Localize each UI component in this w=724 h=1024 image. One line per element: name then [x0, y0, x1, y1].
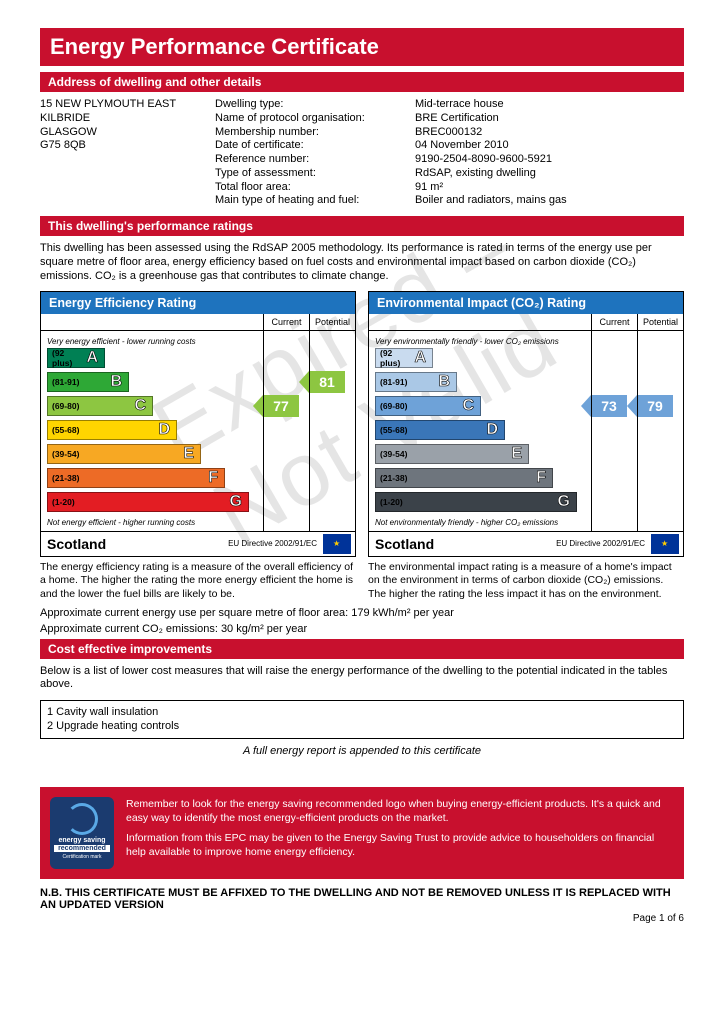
rating-band-G: (1-20)G	[375, 492, 577, 512]
eu-directive-label: EU Directive 2002/91/EC	[552, 538, 649, 551]
eir-chart: Environmental Impact (CO₂) Rating Curren…	[368, 291, 684, 557]
cost-intro-text: Below is a list of lower cost measures t…	[40, 665, 684, 693]
detail-label: Date of certificate:	[215, 139, 415, 153]
rating-band-E: (39-54)E	[375, 444, 529, 464]
rating-band-A: (92 plus)A	[375, 348, 433, 368]
rating-band-A: (92 plus)A	[47, 348, 105, 368]
rating-band-B: (81-91)B	[375, 372, 457, 392]
eir-bars-area: (92 plus)A (81-91)B (69-80)C (55-68)D (39-54…	[375, 348, 587, 516]
rating-arrow: 81	[309, 371, 345, 393]
eu-directive-label: EU Directive 2002/91/EC	[224, 538, 321, 551]
improvements-box: 1 Cavity wall insulation 2 Upgrade heati…	[40, 700, 684, 739]
column-header-potential: Potential	[637, 314, 683, 330]
eir-description: The environmental impact rating is a mea…	[368, 561, 684, 600]
energy-saving-trust-logo-icon: energy saving recommended Certification …	[50, 797, 114, 869]
energy-saving-logo-box: energy saving recommended Certification …	[40, 787, 684, 879]
nb-notice: N.B. THIS CERTIFICATE MUST BE AFFIXED TO…	[40, 887, 684, 911]
address-line: GLASGOW	[40, 126, 215, 140]
rating-band-G: (1-20)G	[47, 492, 249, 512]
country-label: Scotland	[41, 532, 224, 556]
column-header-current: Current	[591, 314, 637, 330]
eu-flag-icon	[323, 534, 351, 554]
address-line: KILBRIDE	[40, 112, 215, 126]
detail-value: RdSAP, existing dwelling	[415, 167, 684, 181]
ratings-section-banner: This dwelling's performance ratings	[40, 216, 684, 236]
detail-label: Membership number:	[215, 126, 415, 140]
rating-band-F: (21-38)F	[47, 468, 225, 488]
rating-band-B: (81-91)B	[47, 372, 129, 392]
eer-bars-area: (92 plus)A (81-91)B (69-80)C (55-68)D (39-54…	[47, 348, 259, 516]
rating-arrow: 79	[637, 395, 673, 417]
detail-label: Main type of heating and fuel:	[215, 194, 415, 208]
rating-band-C: (69-80)C	[375, 396, 481, 416]
improvement-item: 2 Upgrade heating controls	[47, 719, 677, 733]
page-number: Page 1 of 6	[40, 913, 684, 924]
rating-band-E: (39-54)E	[47, 444, 201, 464]
eer-description: The energy efficiency rating is a measur…	[40, 561, 356, 600]
eer-chart-title: Energy Efficiency Rating	[41, 292, 355, 314]
country-label: Scotland	[369, 532, 552, 556]
detail-value: BRE Certification	[415, 112, 684, 126]
column-header-current: Current	[263, 314, 309, 330]
detail-value: BREC000132	[415, 126, 684, 140]
detail-value: 04 November 2010	[415, 139, 684, 153]
detail-label: Total floor area:	[215, 181, 415, 195]
detail-value: 91 m²	[415, 181, 684, 195]
detail-label: Type of assessment:	[215, 167, 415, 181]
rating-arrow: 73	[591, 395, 627, 417]
detail-value: Boiler and radiators, mains gas	[415, 194, 684, 208]
appended-note: A full energy report is appended to this…	[40, 745, 684, 757]
rating-arrow: 77	[263, 395, 299, 417]
eir-chart-title: Environmental Impact (CO₂) Rating	[369, 292, 683, 314]
rating-band-D: (55-68)D	[375, 420, 505, 440]
eer-chart: Energy Efficiency Rating Current Potenti…	[40, 291, 356, 557]
ratings-intro-text: This dwelling has been assessed using th…	[40, 242, 684, 283]
address-line: 15 NEW PLYMOUTH EAST	[40, 98, 215, 112]
detail-label: Dwelling type:	[215, 98, 415, 112]
rating-band-F: (21-38)F	[375, 468, 553, 488]
logo-paragraph: Information from this EPC may be given t…	[126, 831, 674, 859]
column-header-potential: Potential	[309, 314, 355, 330]
logo-paragraph: Remember to look for the energy saving r…	[126, 797, 674, 825]
cost-section-banner: Cost effective improvements	[40, 639, 684, 659]
address-section-banner: Address of dwelling and other details	[40, 72, 684, 92]
main-title-banner: Energy Performance Certificate	[40, 28, 684, 66]
detail-value: 9190-2504-8090-9600-5921	[415, 153, 684, 167]
rating-band-D: (55-68)D	[47, 420, 177, 440]
improvement-item: 1 Cavity wall insulation	[47, 705, 677, 719]
detail-value: Mid-terrace house	[415, 98, 684, 112]
rating-band-C: (69-80)C	[47, 396, 153, 416]
address-line: G75 8QB	[40, 139, 215, 153]
address-details-row: 15 NEW PLYMOUTH EAST KILBRIDE GLASGOW G7…	[40, 98, 684, 208]
approx-co2-text: Approximate current CO₂ emissions: 30 kg…	[40, 623, 684, 635]
detail-label: Reference number:	[215, 153, 415, 167]
detail-label: Name of protocol organisation:	[215, 112, 415, 126]
eu-flag-icon	[651, 534, 679, 554]
approx-energy-text: Approximate current energy use per squar…	[40, 607, 684, 619]
